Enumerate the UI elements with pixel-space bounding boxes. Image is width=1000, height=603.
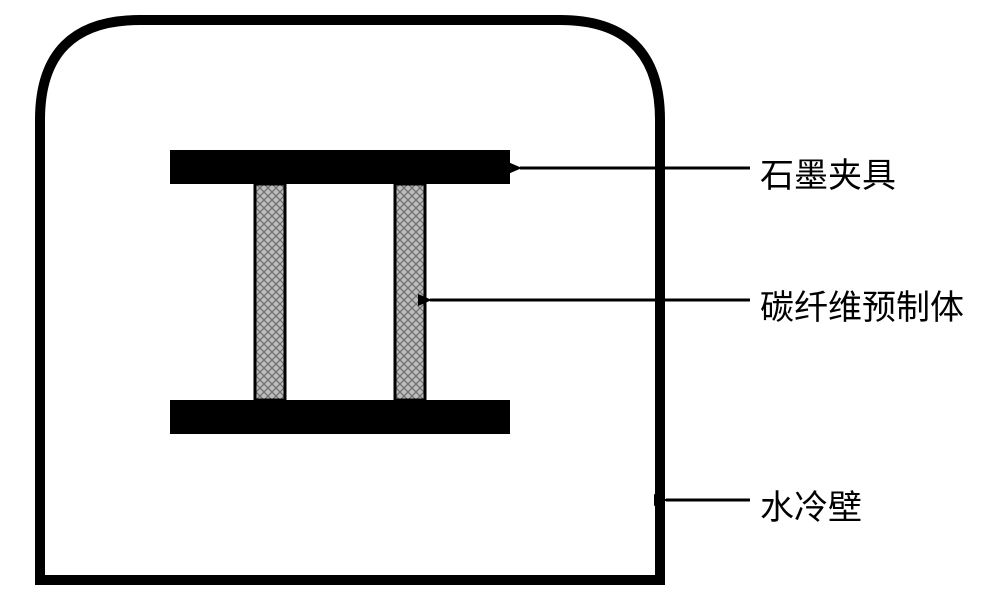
carbon-fiber-preform-left — [255, 184, 285, 400]
graphite-fixture-bottom — [170, 400, 510, 434]
graphite-fixture-top — [170, 150, 510, 184]
label-graphite-fixture: 石墨夹具 — [760, 148, 896, 197]
diagram-stage: 石墨夹具 碳纤维预制体 水冷壁 — [0, 0, 1000, 603]
label-water-cooled-wall: 水冷壁 — [760, 480, 862, 529]
carbon-fiber-preform-right — [395, 184, 425, 400]
label-carbon-fiber-preform: 碳纤维预制体 — [760, 280, 964, 329]
